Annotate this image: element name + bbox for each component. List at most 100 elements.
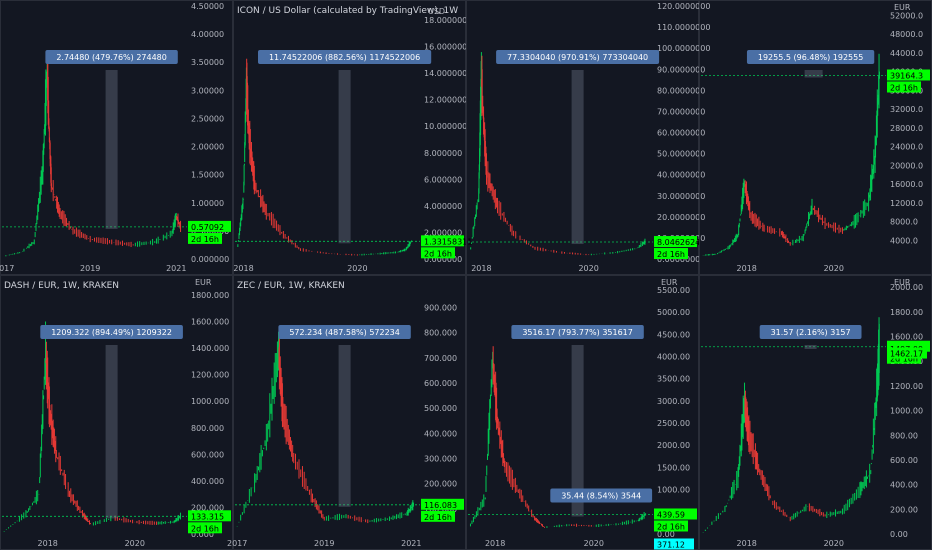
x-tick-label: 2021 bbox=[166, 264, 186, 273]
chart-panel-5: DASH / EUR, 1W, KRAKEN EUR 0.000 200.000 400… bbox=[0, 275, 233, 550]
y-tick-label: 2500.00 bbox=[657, 419, 690, 428]
last-price-badge bbox=[887, 69, 930, 81]
y-tick-label: 50.0000000 bbox=[657, 150, 705, 159]
y-tick-label: 800.00 bbox=[890, 431, 918, 440]
extra-price-badge bbox=[654, 538, 694, 550]
y-tick-label: 1200.000 bbox=[191, 371, 229, 380]
y-tick-label: 800.000 bbox=[191, 424, 224, 433]
y-tick-label: 400.00 bbox=[890, 481, 918, 490]
y-tick-label: 5500.00 bbox=[657, 286, 690, 295]
y-tick-label: 1.00000 bbox=[191, 199, 224, 208]
last-price-badge bbox=[188, 220, 231, 232]
last-price-label: 1.33158311 bbox=[424, 237, 472, 246]
x-tick-label: 2018 bbox=[233, 264, 253, 273]
y-tick-label: 52000.0 bbox=[890, 11, 923, 20]
measure-callout bbox=[45, 50, 178, 64]
y-tick-label: 14.000000 bbox=[424, 69, 467, 78]
x-tick-label: 2018 bbox=[471, 264, 491, 273]
measure-callout-2-text: 35.44 (8.54%) 3544 bbox=[561, 491, 641, 500]
y-tick-label: 2000.00 bbox=[890, 283, 923, 292]
measure-range bbox=[804, 70, 823, 78]
measure-callout bbox=[278, 325, 411, 339]
y-tick-label: 2.00000 bbox=[191, 143, 224, 152]
currency-label: EUR bbox=[894, 3, 911, 12]
measure-callout bbox=[258, 50, 432, 64]
y-tick-label: 28000.0 bbox=[890, 124, 923, 133]
y-tick-label: 16000.0 bbox=[890, 180, 923, 189]
y-tick-label: 24000.0 bbox=[890, 143, 923, 152]
x-tick-label: 2021 bbox=[401, 539, 421, 548]
extra-price-label: 371.12 bbox=[657, 540, 685, 549]
y-tick-label: 4500.00 bbox=[657, 330, 690, 339]
chart-panel-3: 0.000000010.000000020.000000030.00000004… bbox=[466, 0, 710, 275]
price-series bbox=[237, 58, 412, 256]
measure-callout bbox=[511, 325, 644, 339]
y-tick-label: 1000.000 bbox=[191, 397, 229, 406]
measure-callout-text: 572.234 (487.58%) 572234 bbox=[289, 328, 400, 337]
last-price-label: 116.083 bbox=[424, 501, 457, 510]
y-tick-label: 200.000 bbox=[424, 480, 457, 489]
x-tick-label: 2018 bbox=[38, 539, 58, 548]
y-tick-label: 1800.00 bbox=[890, 308, 923, 317]
y-tick-label: 3.00000 bbox=[191, 86, 224, 95]
price-series bbox=[470, 52, 646, 256]
y-tick-label: 200.00 bbox=[890, 505, 918, 514]
y-tick-label: 20000.0 bbox=[890, 161, 923, 170]
y-tick-label: 90.0000000 bbox=[657, 65, 705, 74]
y-tick-label: 1400.000 bbox=[191, 344, 229, 353]
last-price-label: 133.315 bbox=[191, 512, 224, 521]
countdown-label: 2d 16h bbox=[424, 513, 452, 522]
y-tick-label: 4.00000 bbox=[191, 30, 224, 39]
y-tick-label: 300.000 bbox=[424, 455, 457, 464]
price-series bbox=[236, 331, 414, 527]
measure-callout-text: 3516.17 (793.77%) 351617 bbox=[522, 328, 633, 337]
countdown-label: 2d 16h bbox=[191, 524, 219, 533]
countdown-badge bbox=[188, 522, 222, 534]
y-tick-label: 110.0000000 bbox=[657, 23, 710, 32]
y-tick-label: 800.000 bbox=[424, 329, 457, 338]
measure-callout-text: 1209.322 (894.49%) 1209322 bbox=[51, 328, 172, 337]
y-tick-label: 0.0000000 bbox=[657, 255, 700, 264]
x-tick-label: 2018 bbox=[485, 539, 505, 548]
chart-panel-7: EUR0.00500.001000.001500.002000.002500.0… bbox=[466, 275, 699, 550]
measure-callout bbox=[746, 50, 875, 64]
y-tick-label: 18.000000 bbox=[424, 16, 467, 25]
measure-callout-2 bbox=[550, 488, 653, 503]
y-tick-label: 700.000 bbox=[424, 354, 457, 363]
extra-price-badge bbox=[887, 347, 927, 359]
y-tick-label: 80.0000000 bbox=[657, 86, 705, 95]
price-series bbox=[469, 346, 647, 528]
measure-callout-text: 19255.5 (96.48%) 192555 bbox=[758, 53, 863, 62]
last-price-badge bbox=[654, 236, 697, 248]
measure-range bbox=[571, 345, 584, 517]
y-tick-label: 60.0000000 bbox=[657, 129, 705, 138]
x-tick-label: 2020 bbox=[578, 264, 598, 273]
extra-price-label: 1462.17 bbox=[890, 350, 923, 359]
panel-border bbox=[466, 0, 699, 275]
countdown-label: 2d 16h bbox=[890, 355, 918, 364]
x-tick-label: 2020 bbox=[824, 264, 844, 273]
countdown-badge bbox=[654, 520, 688, 532]
last-price-badge bbox=[188, 510, 231, 522]
countdown-badge bbox=[421, 510, 455, 522]
y-tick-label: 4.50000 bbox=[191, 2, 224, 11]
measure-range bbox=[338, 70, 351, 244]
y-tick-label: 1500.00 bbox=[657, 463, 690, 472]
currency-label: EUR bbox=[661, 278, 678, 287]
x-tick-label: 2019 bbox=[80, 264, 100, 273]
x-tick-label: 2017 bbox=[0, 264, 14, 273]
x-tick-label: 2020 bbox=[347, 264, 367, 273]
y-tick-label: 0.000000 bbox=[424, 255, 462, 264]
x-tick-label: 2020 bbox=[824, 539, 844, 548]
countdown-label: 2d 16h bbox=[657, 522, 685, 531]
y-tick-label: 2000.00 bbox=[657, 441, 690, 450]
x-tick-label: 2018 bbox=[737, 539, 757, 548]
price-series bbox=[702, 53, 880, 256]
last-price-badge bbox=[421, 498, 464, 510]
y-tick-label: 2.50000 bbox=[191, 114, 224, 123]
chart-title: ICON / US Dollar (calculated by TradingV… bbox=[237, 6, 458, 16]
y-tick-label: 600.00 bbox=[890, 456, 918, 465]
y-tick-label: 3.50000 bbox=[191, 58, 224, 67]
y-tick-label: 30.0000000 bbox=[657, 192, 705, 201]
countdown-badge bbox=[654, 248, 688, 260]
